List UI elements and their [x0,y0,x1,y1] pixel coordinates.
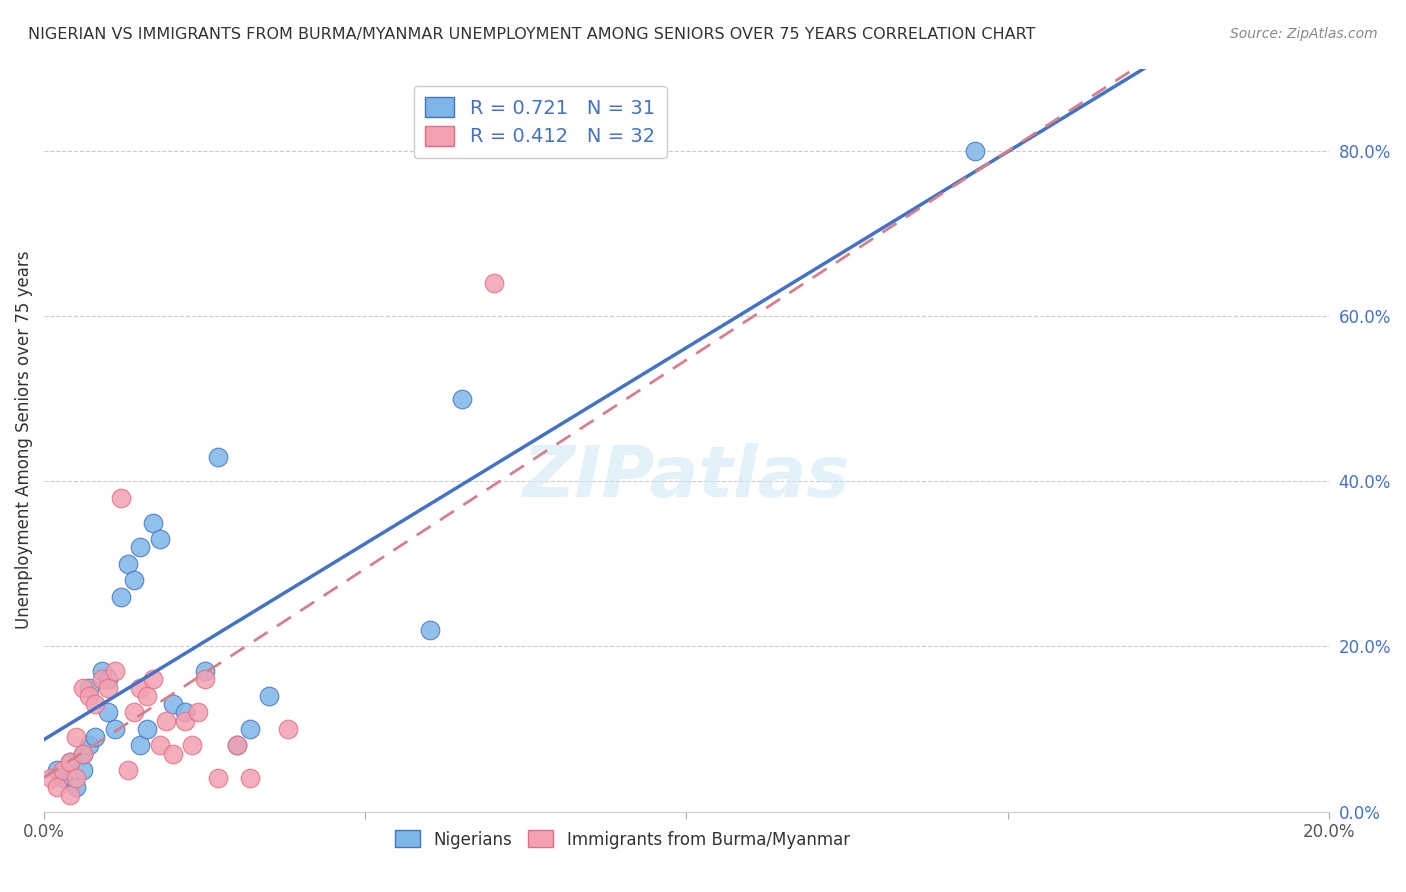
Point [142,673,165,687]
Y-axis label: Unemployment Among Seniors over 75 years: Unemployment Among Seniors over 75 years [15,251,32,629]
Point [965,144,987,158]
Point [180,739,202,753]
Point [59,755,82,769]
Text: Source: ZipAtlas.com: Source: ZipAtlas.com [1230,27,1378,41]
Point [65,780,87,794]
Point [149,532,172,546]
Point [155,714,177,728]
Point [72,681,94,695]
Point [65,772,87,786]
Point [110,491,132,505]
Point [174,706,197,720]
Point [277,722,299,736]
Point [117,763,139,777]
Point [239,772,262,786]
Point [84,697,107,711]
Point [225,739,247,753]
Point [52,772,75,786]
Point [77,681,100,695]
Text: NIGERIAN VS IMMIGRANTS FROM BURMA/MYANMAR UNEMPLOYMENT AMONG SENIORS OVER 75 YEA: NIGERIAN VS IMMIGRANTS FROM BURMA/MYANMA… [28,27,1036,42]
Point [162,697,184,711]
Point [174,714,197,728]
Point [97,673,120,687]
Point [59,788,82,802]
Point [194,673,217,687]
Point [46,780,69,794]
Point [129,739,152,753]
Point [207,450,229,464]
Legend: R = 0.721   N = 31, R = 0.412   N = 32: R = 0.721 N = 31, R = 0.412 N = 32 [413,86,666,158]
Point [84,730,107,744]
Point [187,706,209,720]
Point [122,574,145,588]
Point [257,689,280,703]
Point [117,557,139,571]
Point [65,730,87,744]
Point [72,747,94,761]
Point [142,516,165,530]
Point [135,722,157,736]
Point [129,541,152,555]
Point [59,755,82,769]
Point [72,747,94,761]
Point [162,747,184,761]
Point [225,739,247,753]
Point [77,689,100,703]
Point [149,739,172,753]
Point [135,689,157,703]
Point [194,664,217,678]
Point [46,763,69,777]
Point [110,590,132,604]
Point [239,722,262,736]
Point [90,664,112,678]
Point [418,623,440,637]
Point [72,763,94,777]
Point [39,772,62,786]
Point [52,763,75,777]
Point [104,722,127,736]
Point [97,706,120,720]
Point [90,673,112,687]
Point [129,681,152,695]
Point [482,276,505,290]
Point [207,772,229,786]
Text: ZIPatlas: ZIPatlas [523,442,851,512]
Point [450,392,472,406]
Point [97,681,120,695]
Point [122,706,145,720]
Point [104,664,127,678]
Point [77,739,100,753]
